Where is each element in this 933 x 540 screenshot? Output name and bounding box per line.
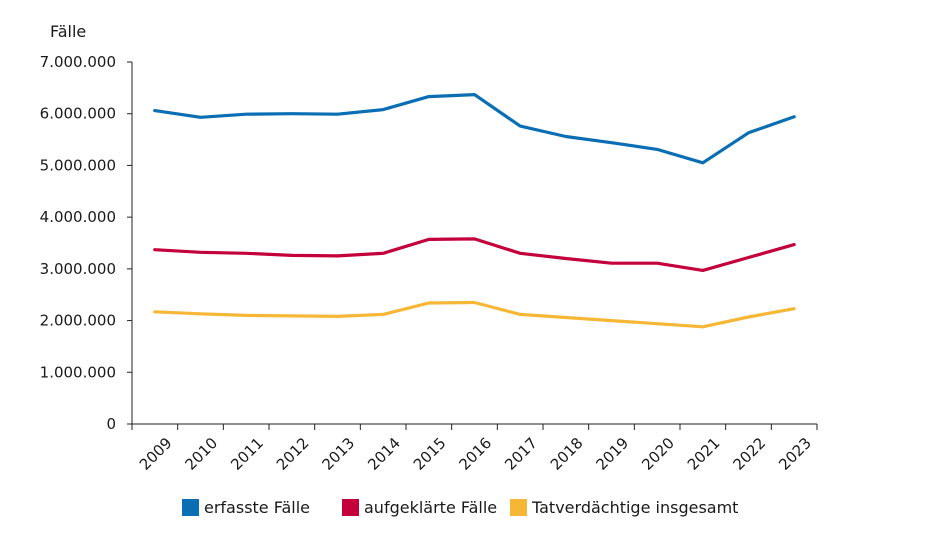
x-tick-label: 2014 xyxy=(364,434,404,474)
x-tick-label: 2013 xyxy=(319,434,359,474)
x-axis: 2009 2010 2011 2012 2013 2014 2015 2016 2017 2018… xyxy=(131,423,818,474)
y-tick-label: 6.000.000 xyxy=(40,105,116,123)
legend-swatch xyxy=(182,499,199,516)
y-tick-label: 2.000.000 xyxy=(40,312,116,330)
x-tick-label: 2017 xyxy=(501,434,541,474)
legend-swatch xyxy=(510,499,527,516)
series-lines xyxy=(153,92,796,329)
x-tick-label: 2021 xyxy=(684,434,724,474)
x-tick-label: 2019 xyxy=(593,434,633,474)
y-tick-label: 4.000.000 xyxy=(40,208,116,226)
x-tick-label: 2022 xyxy=(730,434,770,474)
y-tick-label: 0 xyxy=(106,415,116,433)
legend-swatch xyxy=(342,499,359,516)
y-tick-label: 5.000.000 xyxy=(40,156,116,174)
x-tick-label: 2016 xyxy=(456,434,496,474)
legend: erfasste Fälle aufgeklärte Fälle Tatverdäc… xyxy=(182,498,738,517)
series-line-3 xyxy=(153,300,796,329)
x-tick-label: 2012 xyxy=(273,434,313,474)
y-axis-title: Fälle xyxy=(50,22,86,41)
series-line-2 xyxy=(153,237,796,272)
series-line-1 xyxy=(153,92,796,165)
x-tick-label: 2023 xyxy=(775,434,815,474)
x-tick-label: 2010 xyxy=(182,434,222,474)
legend-label: erfasste Fälle xyxy=(204,498,310,517)
x-tick-label: 2011 xyxy=(227,434,267,474)
x-tick-label: 2009 xyxy=(136,434,176,474)
x-tick-label: 2015 xyxy=(410,434,450,474)
y-tick-label: 3.000.000 xyxy=(40,260,116,278)
y-tick-label: 7.000.000 xyxy=(40,53,116,71)
y-tick-label: 1.000.000 xyxy=(40,363,116,381)
legend-label: aufgeklärte Fälle xyxy=(364,498,497,517)
y-axis: 0 1.000.000 2.000.000 3.000.000 4.000.000 5.0… xyxy=(40,53,133,433)
x-tick-label: 2018 xyxy=(547,434,587,474)
legend-label: Tatverdächtige insgesamt xyxy=(531,498,738,517)
x-tick-label: 2020 xyxy=(638,434,678,474)
